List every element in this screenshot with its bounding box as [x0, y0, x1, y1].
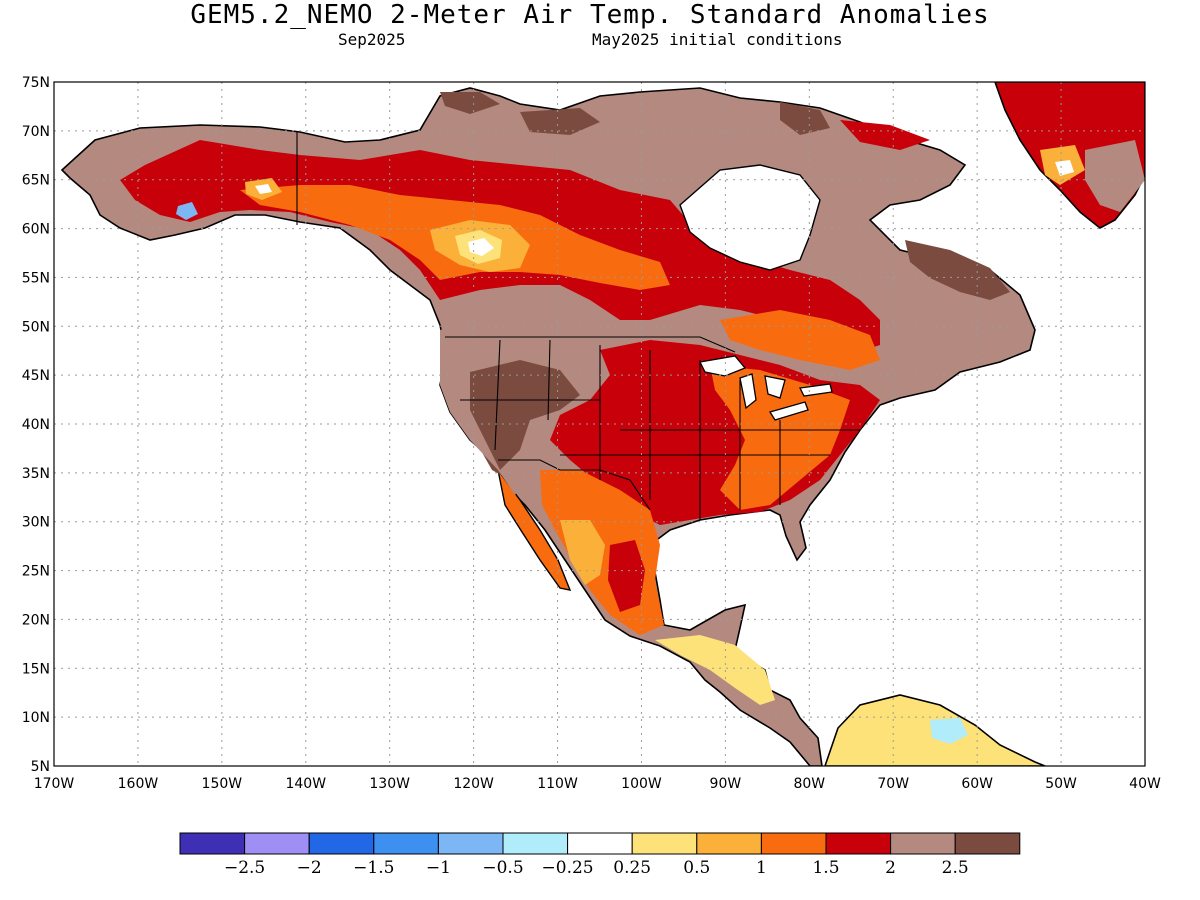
anomaly-2-mexico — [608, 540, 645, 612]
colorbar-swatch — [825, 832, 892, 855]
colorbar-swatch — [179, 832, 246, 855]
colorbar-swatch — [567, 832, 633, 855]
lon-tick-label: 80W — [793, 776, 825, 792]
lat-tick-label: 50N — [22, 319, 50, 335]
colorbar-swatch — [502, 832, 569, 855]
lon-tick-label: 50W — [1045, 776, 1077, 792]
anomaly-1.5-quebec — [720, 310, 880, 370]
map-title: GEM5.2_NEMO 2-Meter Air Temp. Standard A… — [190, 0, 990, 30]
anomaly-arctic-3 — [780, 102, 830, 135]
lake-erie — [768, 401, 809, 421]
anomaly-alaska-neutral — [255, 184, 272, 194]
colorbar-swatch — [631, 832, 698, 855]
colorbar-label: −1 — [426, 858, 451, 878]
lat-tick-label: 30N — [22, 515, 50, 531]
lon-tick-label: 150W — [202, 776, 243, 792]
colorbar-swatch — [890, 832, 956, 855]
lat-tick-label: 45N — [22, 368, 50, 384]
colorbar-label: 1 — [756, 858, 767, 878]
colorbar-label: −1.5 — [353, 858, 394, 878]
anomaly-arctic-4 — [840, 120, 930, 150]
lat-tick-label: 25N — [22, 564, 50, 580]
colorbar-label: 1.5 — [812, 858, 839, 878]
lon-tick-label: 120W — [453, 776, 494, 792]
hudson-bay — [679, 164, 821, 271]
colorbar-label: −0.5 — [482, 858, 523, 878]
baja-california — [497, 469, 572, 591]
anomaly-field — [60, 82, 1145, 766]
lat-tick-label: 10N — [22, 710, 50, 726]
lake-ontario — [799, 383, 833, 397]
lon-tick-label: 90W — [710, 776, 742, 792]
colorbar-label: 2 — [885, 858, 896, 878]
lon-tick-label: 170W — [34, 776, 75, 792]
longitude-labels: 170W 160W 150W 140W 130W 120W 110W 100W 90W 80W 70… — [34, 776, 1161, 792]
map-frame — [53, 81, 1146, 767]
lat-tick-label: 15N — [22, 661, 50, 677]
lat-tick-label: 75N — [22, 75, 50, 91]
lon-tick-label: 110W — [537, 776, 578, 792]
anomaly-alaska-cold — [176, 202, 198, 220]
anomaly-2.5-labrador — [905, 240, 1010, 300]
anomaly-greenland-brown — [1085, 140, 1145, 212]
colorbar-label: 0.5 — [683, 858, 710, 878]
forecast-month: Sep2025 — [338, 30, 406, 49]
initial-conditions: May2025 initial conditions — [592, 30, 843, 49]
lon-tick-label: 100W — [621, 776, 662, 792]
colorbar-label: 0.25 — [613, 858, 651, 878]
anomaly-0.5-central-america — [655, 635, 775, 705]
lat-tick-label: 40N — [22, 417, 50, 433]
lon-tick-label: 40W — [1129, 776, 1161, 792]
anomaly-sa-cold — [930, 718, 968, 744]
lat-tick-label: 70N — [22, 124, 50, 140]
colorbar-swatch — [954, 832, 1021, 855]
anomaly-arctic-1 — [440, 92, 500, 114]
lon-tick-label: 70W — [877, 776, 909, 792]
colorbar-swatch — [696, 832, 762, 855]
lake-superior — [699, 355, 747, 377]
anomaly-1-mexico — [560, 520, 605, 585]
colorbar-label: −2 — [297, 858, 322, 878]
lat-tick-label: 65N — [22, 173, 50, 189]
anomaly-neutral-central-canada — [468, 238, 494, 256]
lake-huron — [764, 375, 786, 399]
lat-tick-label: 55N — [22, 270, 50, 286]
graticule — [54, 82, 1145, 766]
colorbar-label: −2.5 — [224, 858, 265, 878]
anomaly-greenland-neutral — [1055, 160, 1074, 176]
colorbar-swatch — [437, 832, 504, 855]
colorbar-label: −0.25 — [542, 858, 594, 878]
anomaly-arctic-2 — [520, 108, 600, 135]
colorbar-label: 2.5 — [942, 858, 969, 878]
lat-tick-label: 60N — [22, 222, 50, 238]
lon-tick-label: 130W — [369, 776, 410, 792]
colorbar-swatch — [244, 832, 310, 855]
lat-tick-label: 35N — [22, 466, 50, 482]
latitude-labels: 75N 70N 65N 60N 55N 50N 45N 40N 35N 30N 25N 20N 15N 1… — [22, 75, 50, 775]
colorbar-swatch — [373, 832, 439, 855]
lon-tick-label: 160W — [118, 776, 159, 792]
colorbar-swatch — [760, 832, 827, 855]
lat-tick-label: 5N — [31, 759, 50, 775]
lon-tick-label: 60W — [961, 776, 993, 792]
lon-tick-label: 140W — [285, 776, 326, 792]
lat-tick-label: 20N — [22, 612, 50, 628]
colorbar-swatch — [308, 832, 375, 855]
colorbar: −2.5 −2 −1.5 −1 −0.5 −0.25 0.25 0.5 1 1.5 2 2.5 — [179, 832, 1021, 878]
political-borders — [296, 132, 860, 520]
